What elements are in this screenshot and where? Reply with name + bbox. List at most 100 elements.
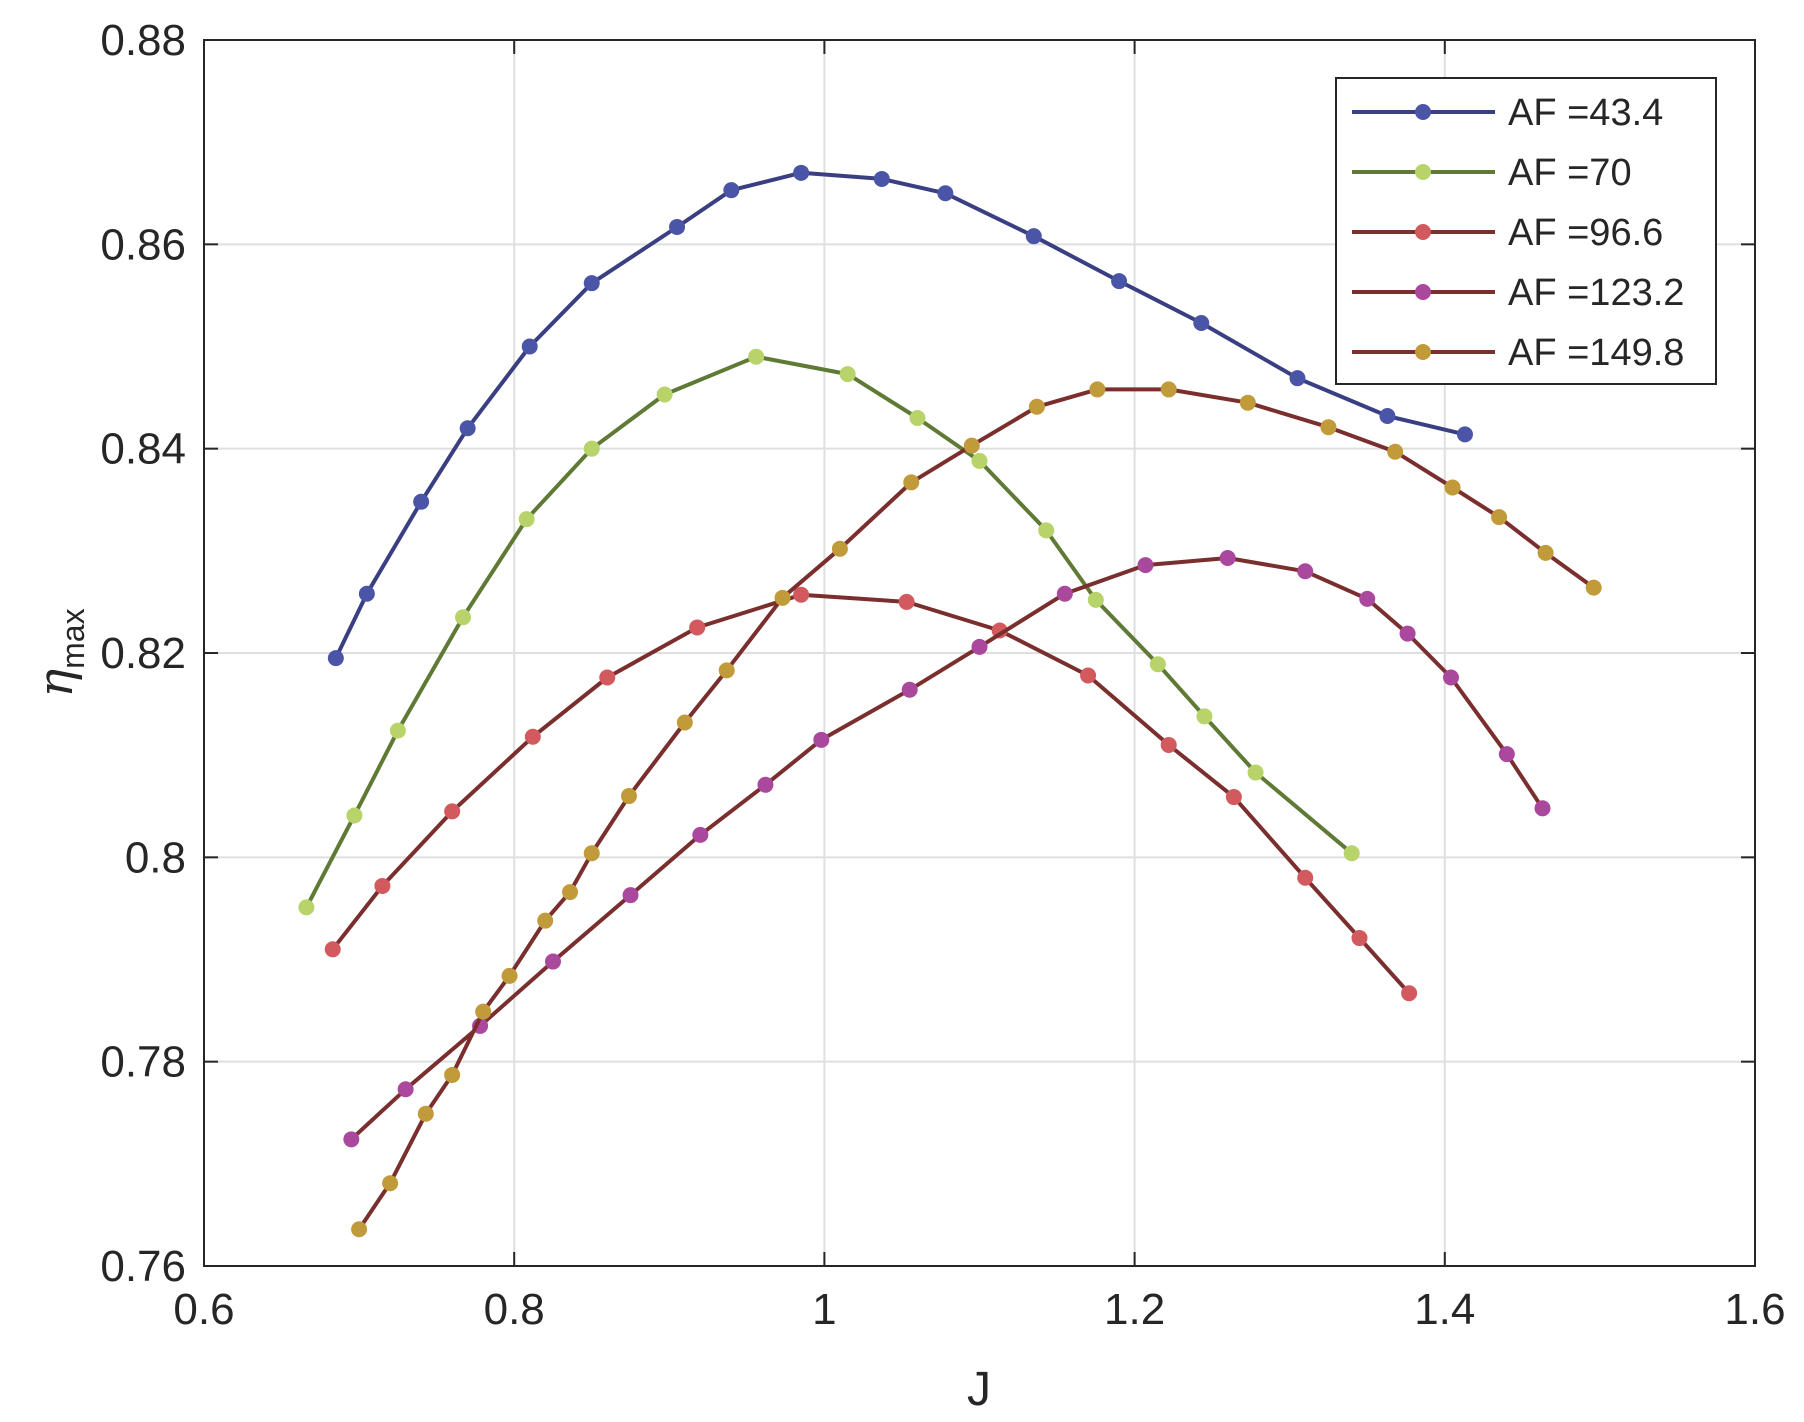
data-point: [1193, 315, 1210, 332]
data-point: [971, 452, 988, 469]
data-point: [898, 593, 915, 610]
data-point: [1585, 579, 1602, 596]
x-axis-title: J: [967, 1363, 991, 1416]
data-point: [382, 1175, 399, 1192]
legend: AF =43.4 AF =70 AF =96.6 AF =123.2 AF =149.8: [1335, 77, 1717, 385]
data-point: [1359, 590, 1376, 607]
data-point: [1087, 591, 1104, 608]
x-tick-label: 0.8: [484, 1285, 545, 1334]
data-point: [1491, 509, 1508, 526]
data-point: [537, 912, 554, 929]
data-point: [1196, 708, 1213, 725]
data-point: [813, 731, 830, 748]
data-point: [1111, 273, 1128, 290]
data-point: [1401, 985, 1418, 1002]
data-point: [748, 348, 765, 365]
data-point: [518, 511, 535, 528]
legend-swatch-marker: [1415, 344, 1431, 360]
data-point: [1160, 381, 1177, 398]
data-point: [1239, 394, 1256, 411]
legend-label: AF =43.4: [1508, 92, 1663, 134]
data-point: [669, 218, 686, 235]
data-point: [327, 650, 344, 667]
x-tick-label: 1.2: [1104, 1285, 1165, 1334]
data-point: [903, 474, 920, 491]
data-point: [583, 275, 600, 292]
data-point: [1289, 370, 1306, 387]
data-point: [1297, 563, 1314, 580]
data-point: [298, 899, 315, 916]
legend-item: AF =123.2: [1352, 272, 1684, 314]
data-point: [1534, 800, 1551, 817]
series-5: [351, 381, 1602, 1238]
data-point: [1343, 845, 1360, 862]
data-point: [599, 669, 616, 686]
data-point: [793, 164, 810, 181]
data-point: [1456, 426, 1473, 443]
data-point: [1028, 398, 1045, 415]
data-point: [1247, 764, 1264, 781]
legend-swatch-marker: [1415, 164, 1431, 180]
data-point: [839, 366, 856, 383]
data-point: [544, 953, 561, 970]
data-point: [620, 788, 637, 805]
data-point: [524, 728, 541, 745]
legend-label: AF =96.6: [1508, 212, 1663, 254]
data-point: [521, 338, 538, 355]
data-point: [475, 1003, 492, 1020]
data-point: [1537, 544, 1554, 561]
data-point: [1149, 656, 1166, 673]
data-point: [676, 714, 693, 731]
data-point: [963, 437, 980, 454]
legend-swatch-marker: [1415, 224, 1431, 240]
data-point: [1038, 522, 1055, 539]
y-tick-label: 0.84: [100, 425, 186, 474]
legend-item: AF =70: [1352, 152, 1632, 194]
data-point: [1297, 869, 1314, 886]
y-tick-label: 0.86: [100, 220, 186, 269]
data-point: [831, 540, 848, 557]
y-axis-title-subscript: max: [55, 608, 91, 668]
legend-item: AF =43.4: [1352, 92, 1663, 134]
data-point: [358, 585, 375, 602]
data-point: [444, 1066, 461, 1083]
data-point: [343, 1131, 360, 1148]
y-tick-label: 0.8: [125, 833, 186, 882]
data-point: [1387, 443, 1404, 460]
x-tick-label: 1.4: [1414, 1285, 1475, 1334]
data-point: [1443, 669, 1460, 686]
data-point: [793, 586, 810, 603]
data-point: [1379, 407, 1396, 424]
data-point: [417, 1105, 434, 1122]
legend-label: AF =123.2: [1508, 272, 1684, 314]
y-tick-label: 0.78: [100, 1038, 186, 1087]
x-tick-labels: 0.6 0.8 1 1.2 1.4 1.6: [173, 1285, 1785, 1334]
data-point: [444, 803, 461, 820]
data-point: [901, 681, 918, 698]
data-point: [692, 826, 709, 843]
axis-ticks: [203, 39, 1756, 1267]
y-tick-labels: 0.76 0.78 0.8 0.82 0.84 0.86 0.88: [100, 16, 186, 1291]
data-point: [689, 619, 706, 636]
data-point: [723, 182, 740, 199]
data-point: [757, 776, 774, 793]
y-axis-title: ηmax: [28, 608, 91, 697]
data-point: [1399, 625, 1416, 642]
series-3: [324, 586, 1418, 1002]
legend-item: AF =149.8: [1352, 332, 1684, 374]
data-point: [459, 420, 476, 437]
data-point: [774, 589, 791, 606]
data-point: [909, 410, 926, 427]
data-point: [346, 807, 363, 824]
data-point: [374, 877, 391, 894]
legend-label: AF =70: [1508, 152, 1632, 194]
y-axis-title-main: η: [28, 669, 84, 698]
y-tick-label: 0.82: [100, 629, 186, 678]
legend-item: AF =96.6: [1352, 212, 1663, 254]
data-point: [1137, 557, 1154, 574]
data-point: [1444, 479, 1461, 496]
data-point: [389, 722, 406, 739]
data-point: [1025, 228, 1042, 245]
data-point: [1089, 381, 1106, 398]
data-point: [937, 185, 954, 202]
